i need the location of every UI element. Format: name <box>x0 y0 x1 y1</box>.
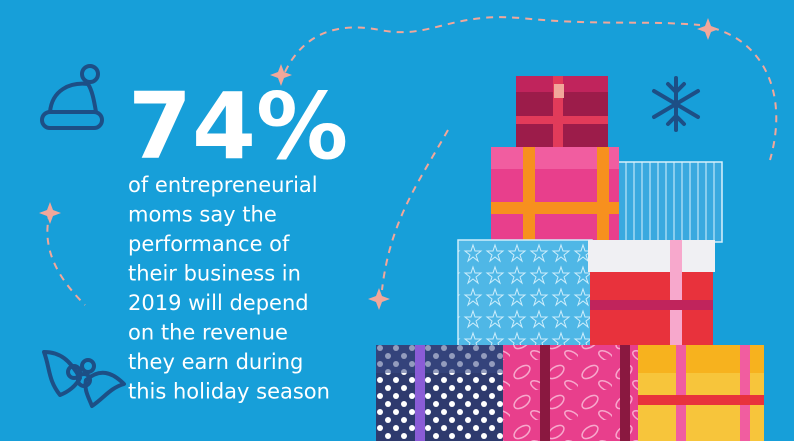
holly-icon <box>42 350 126 408</box>
dashed-paths <box>46 16 778 306</box>
stat-text-line: this holiday season <box>128 380 330 404</box>
stat-text-line: performance of <box>128 232 290 256</box>
sparkles <box>39 18 719 310</box>
stat-text: of entrepreneurial moms say the performanc… <box>128 173 330 404</box>
snowflake-icon <box>652 76 700 132</box>
stat-text-line: of entrepreneurial <box>128 173 318 197</box>
stat-text-line: moms say the <box>128 203 277 227</box>
stat-text-line: they earn during <box>128 350 303 374</box>
stat-text-line: their business in <box>128 262 301 286</box>
stat-value: 74% <box>128 73 348 180</box>
stat-text-line: 2019 will depend <box>128 291 309 315</box>
santa-hat-icon <box>40 64 104 130</box>
presents <box>376 76 764 441</box>
stat-text-line: on the revenue <box>128 321 288 345</box>
